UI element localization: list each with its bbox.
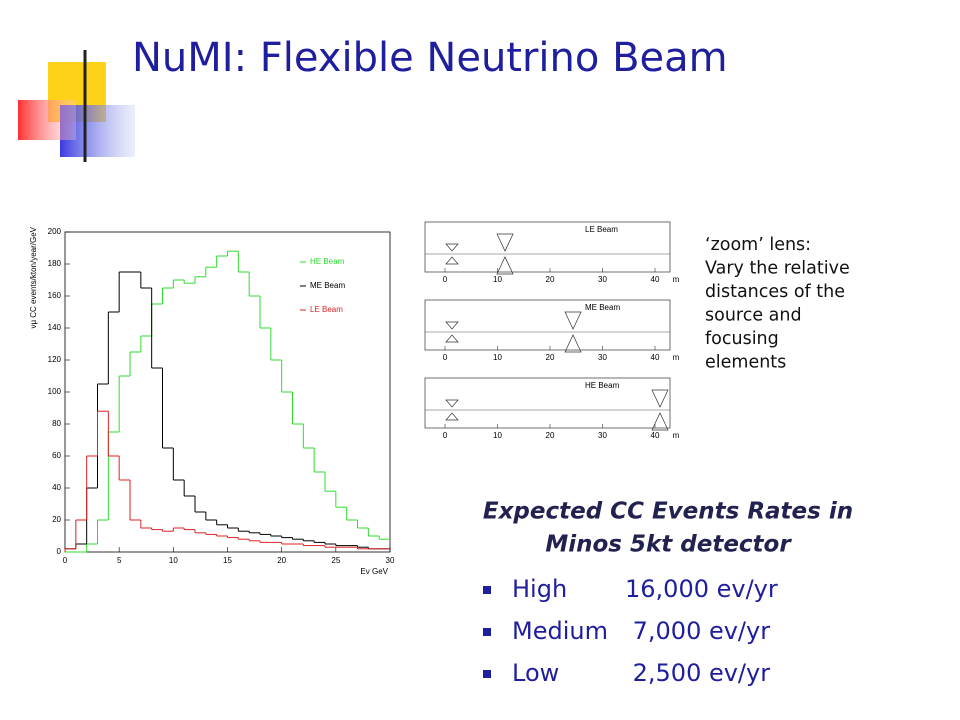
beam-label: HE Beam — [585, 381, 620, 390]
beam-label: LE Beam — [585, 225, 618, 234]
horn — [445, 321, 459, 343]
rate-name: Low — [512, 659, 559, 687]
note-line: source and — [705, 306, 802, 326]
axis-tick-label: 10 — [493, 353, 502, 362]
note-line: ‘zoom’ lens: — [705, 235, 811, 255]
note-line: Vary the relative — [705, 259, 850, 279]
x-tick-label: 25 — [331, 556, 340, 565]
x-tick-label: 30 — [386, 556, 395, 565]
axis-tick-label: 40 — [651, 275, 660, 284]
x-tick-label: 5 — [117, 556, 122, 565]
y-tick-label: 180 — [48, 259, 62, 268]
bullet — [483, 628, 491, 636]
horn — [496, 233, 514, 275]
x-tick-label: 20 — [277, 556, 286, 565]
axis-unit: m — [673, 275, 680, 284]
axis-tick-label: 0 — [443, 353, 448, 362]
rates: Expected CC Events Rates in Minos 5kt det… — [483, 499, 853, 688]
chart: 0 20 40 60 80 100 120 140 160 180 200 0 5 10 15 20 25 30 E… — [29, 226, 395, 576]
axis-tick-label: 20 — [546, 275, 555, 284]
y-tick-label: 100 — [48, 387, 62, 396]
bullet — [483, 670, 491, 678]
axis-tick-label: 10 — [493, 431, 502, 440]
axis-tick-label: 30 — [598, 431, 607, 440]
axis-tick-label: 0 — [443, 275, 448, 284]
y-tick-label: 20 — [52, 515, 61, 524]
horn — [564, 311, 582, 353]
rate-value: 2,500 ev/yr — [625, 659, 770, 687]
rates-heading: Minos 5kt detector — [545, 532, 792, 558]
x-tick-label: 15 — [223, 556, 232, 565]
slide-title: NuMI: Flexible Neutrino Beam — [132, 35, 728, 81]
y-tick-label: 60 — [52, 451, 61, 460]
rate-name: Medium — [512, 617, 608, 645]
legend-label: ME Beam — [310, 281, 345, 290]
horn — [445, 243, 459, 265]
axis-tick-label: 10 — [493, 275, 502, 284]
horn — [445, 399, 459, 421]
rates-heading: Expected CC Events Rates in — [483, 499, 853, 525]
bullet — [483, 586, 491, 594]
beam-diagrams: LE Beam 0 10 20 30 40 m ME Beam 0 10 20 30 40 m HE Bea… — [424, 221, 680, 440]
axis-unit: m — [673, 431, 680, 440]
note-line: distances of the — [705, 282, 845, 302]
rate-value: 16,000 ev/yr — [625, 575, 778, 603]
rate-value: 7,000 ev/yr — [625, 617, 770, 645]
y-tick-label: 80 — [52, 419, 61, 428]
beam-panel — [424, 221, 671, 273]
y-tick-label: 40 — [52, 483, 61, 492]
note: ‘zoom’ lens: Vary the relative distances o… — [705, 235, 850, 373]
x-tick-label: 0 — [63, 556, 68, 565]
y-tick-label: 200 — [48, 227, 62, 236]
axis-tick-label: 40 — [651, 431, 660, 440]
y-tick-label: 140 — [48, 323, 62, 332]
legend-label: LE Beam — [310, 305, 343, 314]
axis-tick-label: 30 — [598, 353, 607, 362]
axis-tick-label: 30 — [598, 275, 607, 284]
y-tick-label: 120 — [48, 355, 62, 364]
legend-label: HE Beam — [310, 257, 345, 266]
horn — [651, 389, 669, 431]
y-tick-label: 0 — [57, 547, 62, 556]
axis-tick-label: 20 — [546, 431, 555, 440]
x-tick-label: 10 — [169, 556, 178, 565]
y-tick-label: 160 — [48, 291, 62, 300]
axis-tick-label: 0 — [443, 431, 448, 440]
axis-unit: m — [673, 353, 680, 362]
note-line: focusing — [705, 329, 779, 349]
beam-panel — [424, 299, 671, 351]
x-axis-label: Eν GeV — [360, 567, 388, 576]
axis-tick-label: 40 — [651, 353, 660, 362]
axis-tick-label: 20 — [546, 353, 555, 362]
rate-name: High — [512, 575, 567, 603]
chart-frame — [40, 210, 405, 590]
beam-panel — [424, 377, 671, 429]
beam-label: ME Beam — [585, 303, 620, 312]
logo — [18, 50, 870, 162]
note-line: elements — [705, 353, 786, 373]
y-axis-label: νμ CC events/kton/year/GeV — [29, 226, 38, 328]
